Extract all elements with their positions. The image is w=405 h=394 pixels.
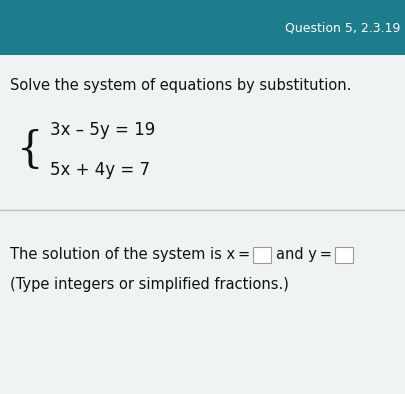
Bar — [0, 0, 405, 55]
Text: 3x – 5y = 19: 3x – 5y = 19 — [50, 121, 155, 139]
Text: (Type integers or simplified fractions.): (Type integers or simplified fractions.) — [10, 277, 289, 292]
Bar — [335, 247, 353, 263]
Bar — [253, 247, 271, 263]
Text: 5x + 4y = 7: 5x + 4y = 7 — [50, 161, 150, 179]
Text: Question 5, 2.3.19: Question 5, 2.3.19 — [285, 21, 400, 34]
Text: {: { — [17, 129, 43, 171]
Text: The solution of the system is x =: The solution of the system is x = — [10, 247, 250, 262]
Bar — [0, 55, 405, 394]
Text: and y =: and y = — [276, 247, 332, 262]
Text: Solve the system of equations by substitution.: Solve the system of equations by substit… — [10, 78, 352, 93]
